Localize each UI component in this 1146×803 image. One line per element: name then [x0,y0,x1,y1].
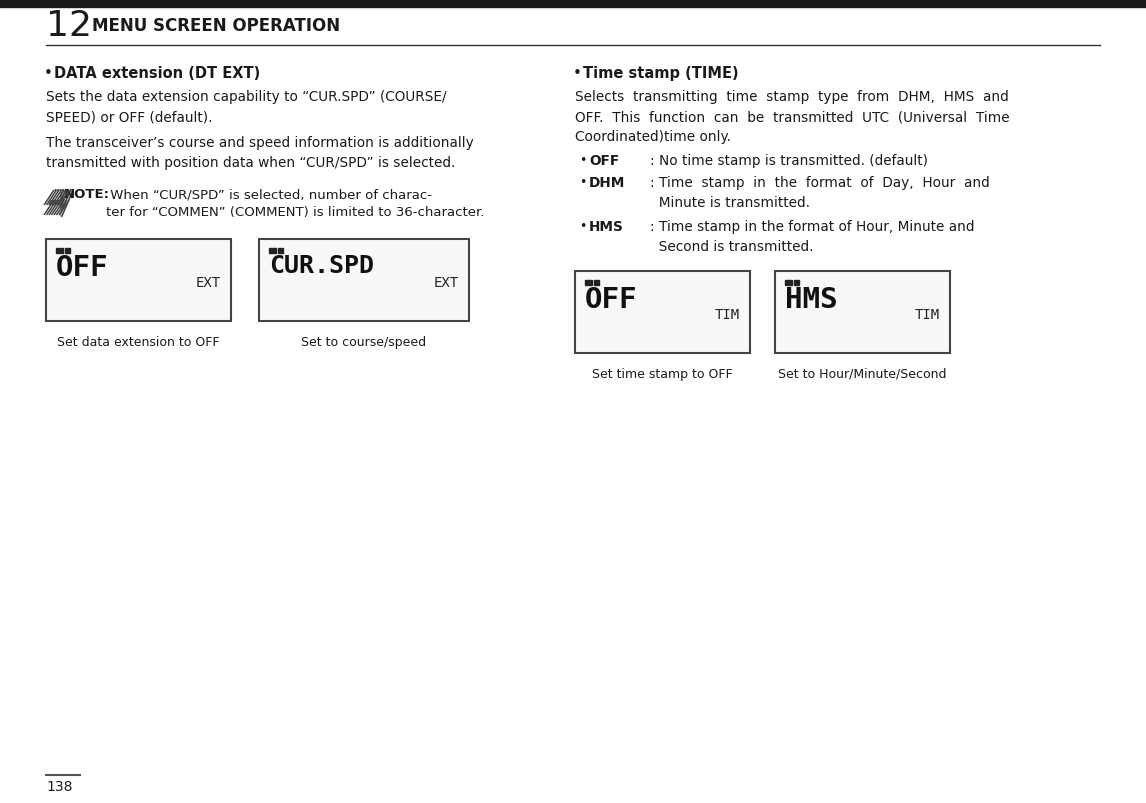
Text: When “CUR/SPD” is selected, number of charac-
ter for “COMMEN” (COMMENT) is limi: When “CUR/SPD” is selected, number of ch… [105,188,485,218]
Text: Set data extension to OFF: Set data extension to OFF [57,336,220,349]
Text: Set time stamp to OFF: Set time stamp to OFF [592,368,732,381]
Bar [0,0,1146,8]
Text: : No time stamp is transmitted. (default): : No time stamp is transmitted. (default… [650,154,928,168]
Bar [278,249,283,254]
Bar [44,206,58,220]
Text: 12: 12 [46,9,92,43]
Text: Selects  transmitting  time  stamp  type  from  DHM,  HMS  and
OFF.  This  funct: Selects transmitting time stamp type fro… [575,90,1010,144]
Text: •: • [573,66,582,81]
Bar [269,249,276,254]
Bar [584,281,592,286]
Text: EXT: EXT [196,275,221,290]
Text: •: • [44,66,53,81]
Bar [594,281,599,286]
Text: •: • [579,220,587,233]
Text: EXT: EXT [434,275,460,290]
Text: TIM: TIM [915,308,940,321]
Text: Time stamp (TIME): Time stamp (TIME) [583,66,739,81]
Text: CUR.SPD: CUR.SPD [269,254,374,278]
Text: The transceiver’s course and speed information is additionally
transmitted with : The transceiver’s course and speed infor… [46,136,473,170]
Text: Set to course/speed: Set to course/speed [301,336,426,349]
Text: Set to Hour/Minute/Second: Set to Hour/Minute/Second [778,368,947,381]
Bar [575,271,749,353]
Bar [775,271,950,353]
Text: 138: 138 [46,779,72,793]
Bar [44,192,58,200]
Text: OFF: OFF [56,254,109,282]
Text: •: • [579,154,587,167]
Bar [794,281,799,286]
Text: OFF: OFF [589,154,619,168]
Bar [46,240,231,321]
Text: Sets the data extension capability to “CUR.SPD” (COURSE/
SPEED) or OFF (default): Sets the data extension capability to “C… [46,90,447,124]
Text: •: • [579,176,587,189]
Text: DATA extension (DT EXT): DATA extension (DT EXT) [54,66,260,81]
Text: DHM: DHM [589,176,626,190]
Bar [785,281,792,286]
Text: TIM: TIM [715,308,740,321]
Bar [56,249,63,254]
Text: NOTE:: NOTE: [64,188,110,201]
Bar [259,240,469,321]
Text: HMS: HMS [785,286,838,314]
Text: : Time stamp in the format of Hour, Minute and
  Second is transmitted.: : Time stamp in the format of Hour, Minu… [650,220,974,254]
Text: HMS: HMS [589,220,623,234]
Text: OFF: OFF [584,286,637,314]
Text: : Time  stamp  in  the  format  of  Day,  Hour  and
  Minute is transmitted.: : Time stamp in the format of Day, Hour … [650,176,990,210]
Text: MENU SCREEN OPERATION: MENU SCREEN OPERATION [92,17,340,35]
Bar [65,249,70,254]
